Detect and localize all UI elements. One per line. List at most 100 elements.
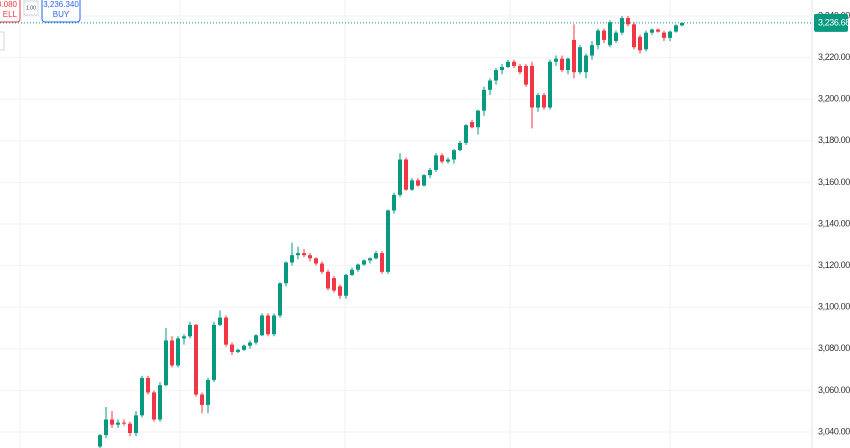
candle-body bbox=[218, 317, 222, 325]
candle-body bbox=[638, 36, 642, 51]
candle-body bbox=[344, 274, 348, 296]
candle-body bbox=[320, 263, 324, 272]
candle-body bbox=[332, 278, 336, 291]
candle-body bbox=[446, 159, 450, 162]
candle-body bbox=[158, 385, 162, 420]
candle-body bbox=[644, 32, 648, 50]
candle-body bbox=[350, 269, 354, 275]
candle-body bbox=[512, 61, 516, 66]
quantity: 1.00 bbox=[26, 5, 36, 11]
candle-body bbox=[584, 55, 588, 73]
candle-body bbox=[668, 31, 672, 38]
candle-body bbox=[488, 80, 492, 90]
candle-body bbox=[608, 22, 612, 46]
candle-body bbox=[554, 58, 558, 62]
candle-body bbox=[422, 175, 426, 186]
y-tick-label: 3,040.000 bbox=[818, 426, 850, 436]
candle-body bbox=[602, 30, 606, 40]
buy-button[interactable] bbox=[41, 0, 81, 23]
candle-body bbox=[302, 253, 306, 256]
candle-body bbox=[494, 70, 498, 81]
candle-body bbox=[242, 345, 246, 350]
candle-body bbox=[524, 65, 528, 85]
candle-body bbox=[248, 342, 252, 346]
candle-body bbox=[140, 377, 144, 416]
candle-body bbox=[122, 422, 126, 424]
candle-body bbox=[170, 340, 174, 366]
candle-body bbox=[386, 210, 390, 272]
y-tick-label: 3,060.000 bbox=[818, 385, 850, 395]
candle-body bbox=[596, 30, 600, 46]
sell-button[interactable] bbox=[0, 0, 21, 23]
candle-body bbox=[416, 180, 420, 186]
candle-body bbox=[290, 255, 294, 263]
candle-body bbox=[662, 32, 666, 38]
candle-body bbox=[572, 39, 576, 73]
candle-body bbox=[542, 95, 546, 108]
candle-body bbox=[392, 194, 396, 211]
candle-body bbox=[410, 180, 414, 190]
candle-body bbox=[434, 155, 438, 170]
candle-body bbox=[230, 344, 234, 352]
candle-body bbox=[476, 110, 480, 128]
y-tick-label: 3,200.000 bbox=[818, 94, 850, 104]
sell-price: 20.080 bbox=[0, 0, 18, 9]
candle-body bbox=[536, 95, 540, 108]
candle-body bbox=[590, 45, 594, 56]
candle-body bbox=[614, 32, 618, 41]
candle-body bbox=[440, 155, 444, 162]
sell-label: ELL bbox=[3, 10, 18, 19]
y-tick-label: 3,080.000 bbox=[818, 343, 850, 353]
candle-body bbox=[548, 61, 552, 108]
candle-body bbox=[464, 125, 468, 143]
candle-body bbox=[284, 262, 288, 284]
candle-body bbox=[296, 253, 300, 256]
candle-body bbox=[260, 315, 264, 336]
quantity-box[interactable] bbox=[23, 0, 39, 16]
y-tick-label: 3,180.000 bbox=[818, 135, 850, 145]
candle-body bbox=[500, 66, 504, 71]
side-box[interactable] bbox=[0, 31, 5, 51]
candle-body bbox=[146, 377, 150, 393]
candle-body bbox=[266, 315, 270, 335]
candle-body bbox=[632, 24, 636, 48]
y-tick-label: 3,120.000 bbox=[818, 260, 850, 270]
candle-body bbox=[578, 47, 582, 73]
y-tick-label: 3,100.000 bbox=[818, 302, 850, 312]
candle-body bbox=[404, 159, 408, 190]
candles bbox=[98, 16, 684, 448]
candle-body bbox=[368, 258, 372, 261]
candle-body bbox=[380, 253, 384, 272]
y-tick-label: 3,160.000 bbox=[818, 177, 850, 187]
candle-body bbox=[374, 253, 378, 259]
last-price-label: 3,236.680 bbox=[818, 17, 850, 27]
candle-body bbox=[104, 419, 108, 436]
trade-panel: 20.080 ELL 1.00 3,236.340 BUY bbox=[0, 0, 81, 51]
candle-body bbox=[566, 58, 570, 71]
candle-body bbox=[182, 336, 186, 339]
candle-body bbox=[128, 423, 132, 434]
candle-body bbox=[560, 58, 564, 71]
candle-body bbox=[452, 150, 456, 160]
last-price-box bbox=[814, 13, 848, 32]
candle-body bbox=[308, 255, 312, 259]
candle-body bbox=[326, 271, 330, 289]
candle-body bbox=[272, 315, 276, 335]
candle-body bbox=[530, 65, 534, 108]
candle-body bbox=[482, 89, 486, 111]
candle-body bbox=[650, 29, 654, 33]
candle-body bbox=[188, 324, 192, 337]
candle-body bbox=[356, 264, 360, 270]
candle-body bbox=[98, 435, 102, 447]
candle-body bbox=[134, 415, 138, 434]
buy-label: BUY bbox=[53, 10, 70, 19]
candle-body bbox=[110, 419, 114, 425]
candle-body bbox=[200, 394, 204, 405]
y-tick-label: 3,140.000 bbox=[818, 218, 850, 228]
candle-body bbox=[152, 392, 156, 420]
candle-body bbox=[176, 338, 180, 366]
candle-body bbox=[224, 317, 228, 345]
candle-body bbox=[254, 335, 258, 343]
candle-body bbox=[518, 65, 522, 73]
